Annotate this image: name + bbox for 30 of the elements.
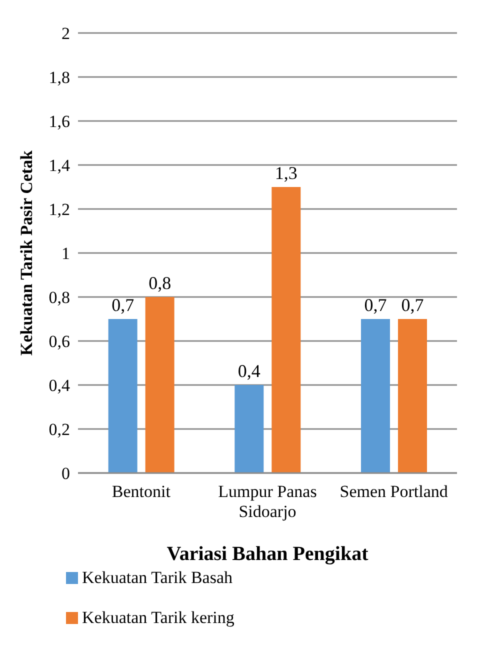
legend-label: Kekuatan Tarik kering xyxy=(82,608,234,628)
y-tick-label: 1,4 xyxy=(48,156,70,176)
bar xyxy=(360,319,390,473)
y-tick-label: 1,2 xyxy=(48,200,70,220)
y-tick-label: 0 xyxy=(62,464,70,484)
y-tick-label: 0,4 xyxy=(48,376,70,396)
x-tick-label: Semen Portland xyxy=(340,482,448,501)
data-label: 0,7 xyxy=(401,295,424,315)
bar xyxy=(145,297,174,473)
bar xyxy=(234,385,264,473)
y-axis-title: Kekuatan Tarik Pasir Cetak xyxy=(17,150,36,356)
y-tick-label: 0,2 xyxy=(48,420,70,440)
y-tick-label: 2 xyxy=(62,24,70,44)
y-tick-label: 0,8 xyxy=(48,288,70,308)
y-tick-label: 0,6 xyxy=(48,332,70,352)
data-label: 0,7 xyxy=(364,295,387,315)
data-label: 1,3 xyxy=(274,163,298,183)
bar xyxy=(398,319,427,473)
bar xyxy=(108,319,138,473)
bar xyxy=(272,187,301,473)
y-tick-label: 1 xyxy=(62,244,70,264)
legend-label: Kekuatan Tarik Basah xyxy=(82,568,233,588)
y-tick-label: 1,8 xyxy=(48,68,70,88)
data-label: 0,8 xyxy=(148,273,172,293)
x-axis-title: Variasi Bahan Pengikat xyxy=(166,543,369,565)
x-tick-label: Bentonit xyxy=(112,482,171,501)
y-tick-label: 1,6 xyxy=(48,112,70,132)
data-label: 0,7 xyxy=(112,295,134,315)
x-tick-label: Lumpur Panas Sidoarjo xyxy=(218,482,317,521)
data-label: 0,4 xyxy=(238,361,260,381)
